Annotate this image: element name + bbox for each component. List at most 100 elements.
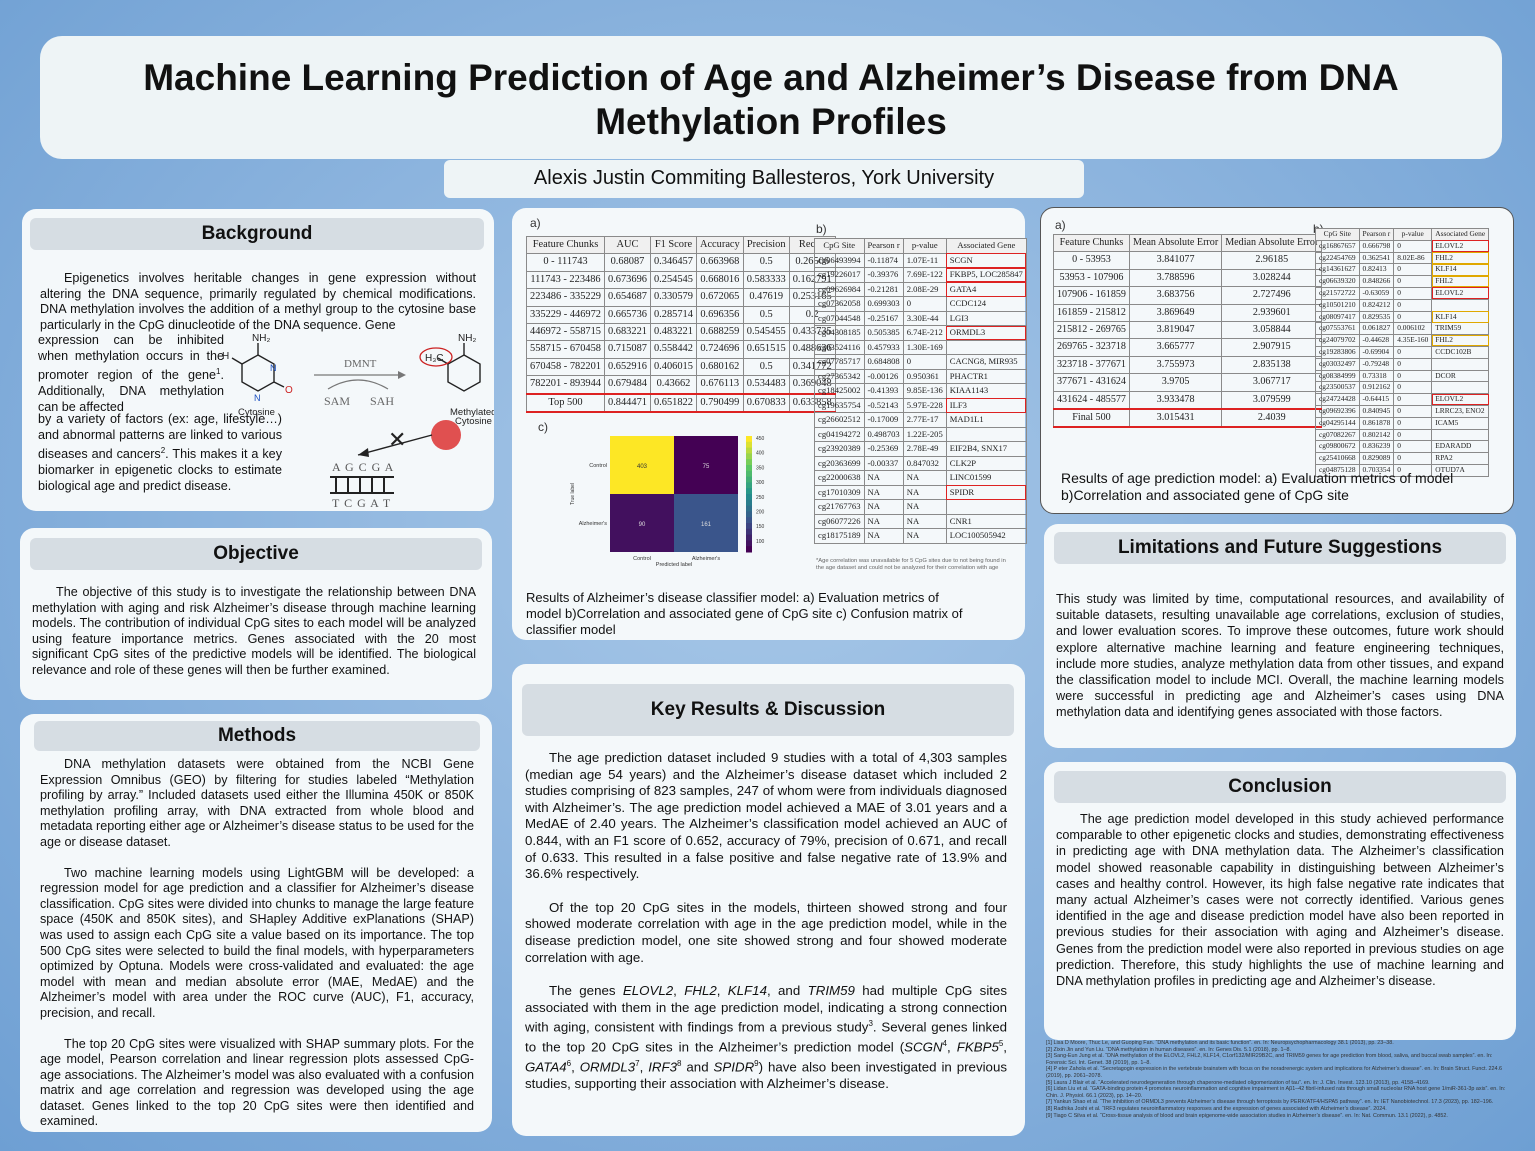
table-cell: 0.703354	[1358, 463, 1395, 477]
key-results-p1: The age prediction dataset included 9 st…	[525, 750, 1007, 882]
colorbar-segment	[746, 436, 752, 443]
ref-sup-9: 9	[754, 1059, 759, 1069]
table-cell: 0.82413	[1358, 263, 1395, 277]
table-cell: ELOVL2	[1431, 286, 1490, 300]
methods-p2: Two machine learning models using LightG…	[40, 865, 474, 1020]
ref-sup-2: 2	[160, 446, 166, 456]
table-cell: 377671 - 431624	[1053, 373, 1130, 392]
table-cell: 0.912162	[1358, 381, 1395, 395]
table-cell: cg06493994	[814, 252, 865, 268]
methods-panel: Methods DNA methylation datasets were ob…	[20, 714, 492, 1132]
table-cell: -0.41393	[863, 383, 904, 399]
table-row: cg23920389 -0.25369 2.78E-49 EIF2B4, SNX17	[814, 441, 1027, 457]
table-cell: cg08097417	[1315, 310, 1360, 324]
cytosine-label-2: Cytosine	[455, 416, 492, 427]
colorbar-segment	[746, 499, 752, 507]
table-cell	[1431, 381, 1490, 395]
table-cell: 446972 - 558715	[526, 323, 605, 342]
table-cell: 0.558442	[649, 340, 697, 359]
table-cell: cg26602512	[814, 412, 865, 428]
table-cell	[1431, 357, 1490, 371]
table-cell: cg18425002	[814, 383, 865, 399]
kr-text: The genes	[549, 983, 623, 999]
table-cell: -0.39376	[863, 267, 904, 283]
table-cell: 3.30E-44	[902, 310, 947, 326]
table-cell: 2.4039	[1221, 408, 1323, 429]
table-cell: 0.861878	[1358, 416, 1395, 430]
kr-and: , and	[766, 983, 808, 999]
table-cell: LRRC23, ENO2	[1431, 404, 1490, 418]
table-cell: FHL2	[1431, 334, 1490, 347]
table-cell: 0.684808	[863, 354, 904, 370]
table-cell: cg04875128	[1315, 463, 1360, 477]
table-row: 431624 - 485577 3.933478 3.079599	[1053, 390, 1323, 410]
table-row: cg04194272 0.498703 1.22E-205	[814, 426, 1027, 442]
age-correlation-table: CpG Site Pearson r p-value Associated Gene c…	[1315, 228, 1490, 477]
table-cell: 0	[1393, 369, 1433, 383]
author-panel: Alexis Justin Commiting Ballesteros, Yor…	[444, 160, 1084, 198]
background-p3a: by a variety of factors (ex: age, lifest…	[38, 412, 282, 462]
table-cell: 0	[1393, 298, 1433, 312]
confusion-cell	[610, 436, 674, 494]
table-cell: CCDC124	[945, 296, 1027, 312]
kr-sep: ,	[571, 1059, 580, 1075]
colorbar-tick: 200	[756, 509, 765, 515]
table-row: cg07044548 -0.25167 3.30E-44 LGI3	[814, 310, 1027, 326]
ad-caption: Results of Alzheimer’s disease classifie…	[526, 590, 963, 637]
table-cell: KLF14	[1431, 263, 1490, 277]
reference-item: [1] Lisa D Moore, Thuc Le, and Guoping F…	[1046, 1040, 1394, 1046]
table-cell: OTUD7A	[1431, 463, 1490, 477]
table-row: cg25410668 0.829089 0 RPA2	[1315, 452, 1490, 465]
table-cell: ELOVL2	[1431, 239, 1490, 253]
table-cell: 431624 - 485577	[1053, 390, 1130, 410]
table-cell: 0.663968	[695, 253, 744, 272]
table-cell: 223486 - 335229	[526, 288, 605, 307]
table-cell: EDARADD	[1431, 440, 1490, 454]
background-panel: Background Epigenetics involves heritabl…	[22, 209, 494, 511]
colorbar-segment	[746, 540, 752, 547]
dna-ladder	[330, 476, 394, 494]
column-header: Feature Chunks	[526, 235, 605, 255]
dna-top-strand: A G C G A	[332, 460, 394, 474]
table-cell: 3.869649	[1128, 303, 1223, 323]
table-cell: 0.061827	[1358, 322, 1395, 336]
table-row: 335229 - 446972 0.665736 0.285714 0.696356 0…	[526, 305, 836, 325]
table-cell: 0.362541	[1358, 251, 1395, 265]
table-cell: 0.43662	[649, 375, 697, 395]
table-row: cg07553761 0.061827 0.006102 TRIM59	[1315, 322, 1490, 336]
table-cell: NA	[902, 499, 947, 515]
table-cell: 3.665777	[1128, 338, 1223, 357]
key-results-heading: Key Results & Discussion	[522, 684, 1014, 736]
table-cell: -0.00337	[863, 455, 904, 471]
colorbar-tick: 350	[756, 465, 765, 471]
table-cell: KIAA1143	[945, 383, 1027, 399]
table-row: cg16867657 0.666798 0 ELOVL2	[1315, 239, 1490, 253]
table-row: cg09626984 -0.21281 2.08E-29 GATA4	[814, 281, 1027, 297]
colorbar-segment	[746, 447, 752, 454]
table-cell: 2.727496	[1221, 286, 1323, 305]
table-cell: 161859 - 215812	[1053, 303, 1130, 323]
key-results-panel: Key Results & Discussion The age predict…	[512, 664, 1025, 1136]
n-label-2: N	[254, 393, 261, 403]
table-cell: 0	[1393, 428, 1433, 442]
table-cell: RPA2	[1431, 452, 1490, 465]
table-cell: 215812 - 269765	[1053, 321, 1130, 340]
table-cell: 0.790499	[695, 392, 744, 414]
table-row: 0 - 111743 0.68087 0.346457 0.663968 0.5 0.26…	[526, 253, 836, 272]
table-cell: NA	[863, 499, 904, 515]
table-cell	[945, 426, 1027, 442]
table-cell: 0.848266	[1358, 275, 1395, 288]
ref-sup-1: 1	[216, 367, 221, 377]
table-cell: PHACTR1	[945, 368, 1027, 384]
table-cell: 2.835138	[1221, 355, 1323, 375]
ref-sup-6: 6	[566, 1059, 572, 1069]
table-cell: 0	[1393, 310, 1433, 324]
table-cell: cg06639320	[1315, 275, 1360, 288]
colorbar-segment	[746, 528, 752, 536]
cytosine-label: Cytosine	[238, 407, 275, 418]
table-cell: 8.02E-86	[1393, 251, 1433, 265]
table-cell: 107906 - 161859	[1053, 286, 1130, 305]
table-cell: 3.683756	[1128, 286, 1223, 305]
age-corr-table-wrap: CpG Site Pearson r p-value Associated Gene c…	[1315, 228, 1490, 477]
ad-metrics-table-wrap: Feature Chunks AUC F1 Score Accuracy Precisi…	[526, 235, 836, 414]
